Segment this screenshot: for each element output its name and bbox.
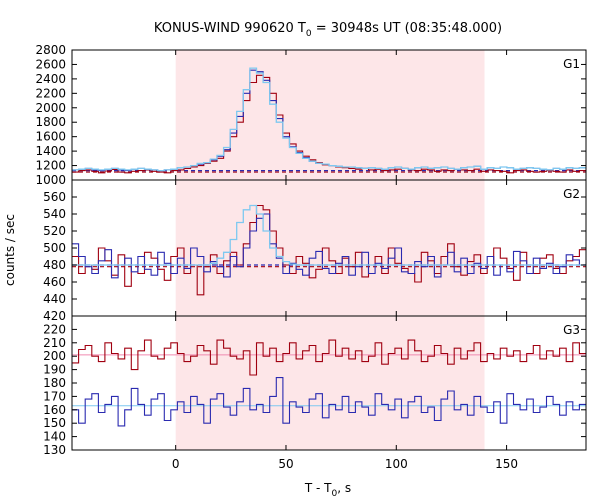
shaded-interval [175,50,485,450]
y-tick-label: 2200 [35,86,66,100]
y-tick-label: 200 [43,349,66,363]
y-tick-label: 220 [43,322,66,336]
y-tick-label: 2000 [35,101,66,115]
y-tick-label: 140 [43,430,66,444]
panel-label: G3 [563,323,580,337]
y-tick-label: 1400 [35,144,66,158]
y-tick-label: 1800 [35,115,66,129]
shade-layer [175,50,485,450]
y-tick-label: 1000 [35,173,66,187]
chart-title: KONUS-WIND 990620 T0 = 30948s UT (08:35:… [154,21,502,39]
y-tick-label: 2800 [35,43,66,57]
y-tick-label: 460 [43,275,66,289]
y-tick-label: 210 [43,336,66,350]
y-tick-label: 540 [43,207,66,221]
series-model-step [72,67,586,172]
series-red-step [72,339,586,376]
x-tick-label: 150 [495,457,518,471]
y-tick-label: 1600 [35,130,66,144]
x-tick-label: 100 [385,457,408,471]
y-tick-label: 520 [43,224,66,238]
y-tick-label: 420 [43,309,66,323]
y-tick-label: 2400 [35,72,66,86]
y-tick-label: 1200 [35,159,66,173]
frame-layer [71,49,587,451]
series-blue-step [72,213,586,279]
y-tick-label: 2600 [35,57,66,71]
y-tick-label: 180 [43,376,66,390]
y-axis-label: counts / sec [3,214,17,286]
y-tick-label: 130 [43,443,66,457]
y-tick-label: 170 [43,389,66,403]
y-tick-label: 560 [43,190,66,204]
y-tick-label: 150 [43,416,66,430]
x-tick-label: 0 [172,457,180,471]
y-tick-label: 500 [43,241,66,255]
panel-label: G1 [563,57,580,71]
series-model-step [72,204,586,266]
panel-label: G2 [563,187,580,201]
x-tick-label: 50 [278,457,293,471]
y-tick-label: 480 [43,258,66,272]
tick-labels: 1000120014001600180020002200240026002800… [35,43,580,471]
x-axis-label: T - T0, s [304,481,351,499]
y-tick-label: 190 [43,363,66,377]
series-blue-step [72,377,586,427]
y-tick-label: 440 [43,292,66,306]
series-layer [72,67,586,427]
panel-frame [71,315,587,451]
y-tick-label: 160 [43,403,66,417]
